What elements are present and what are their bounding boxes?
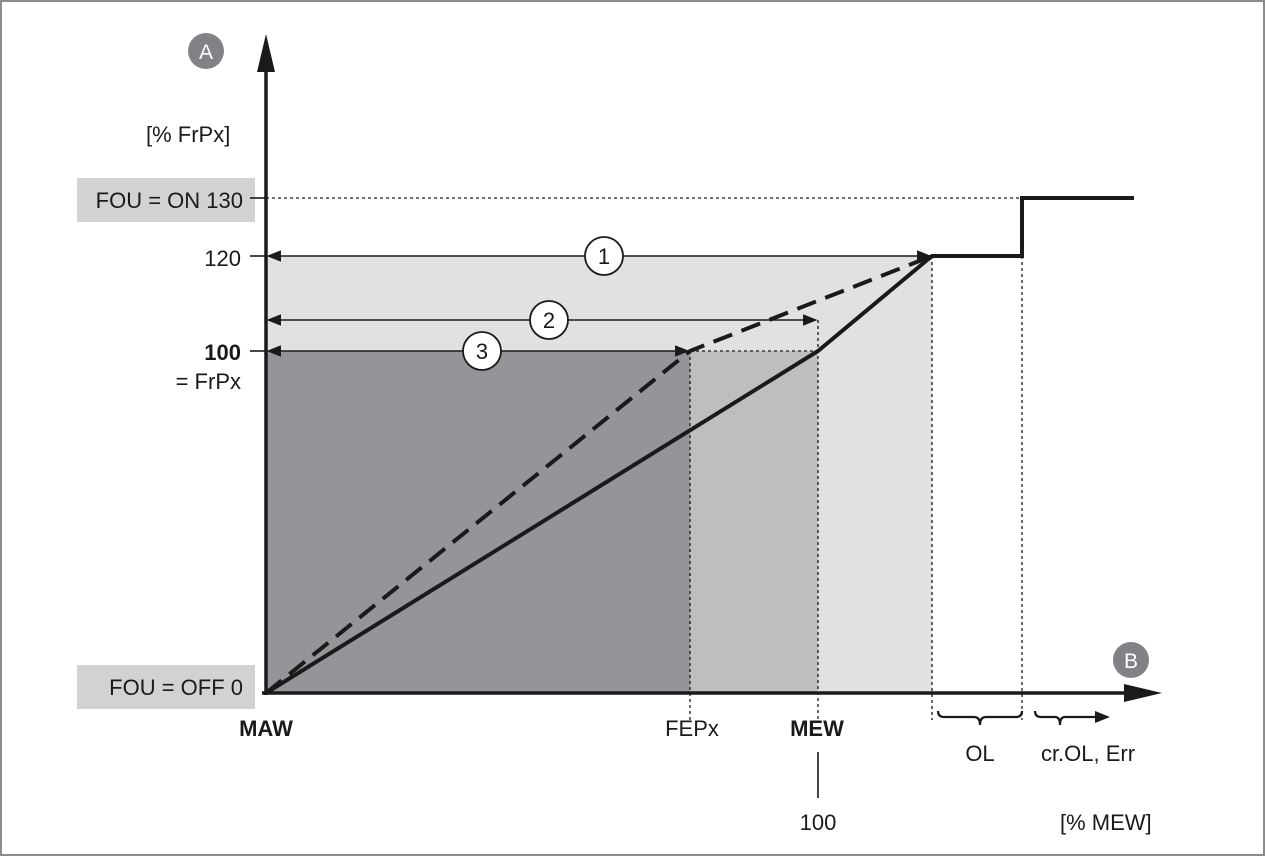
x-label-mew: MEW [790,716,844,741]
y-tick-label-120: 120 [204,246,241,271]
x-axis-arrowhead [1124,684,1162,702]
svg-text:A: A [199,41,213,64]
y-tick-label-100: 100 [204,340,241,365]
marker-1: 1 [584,236,624,276]
fou-on-label: FOU = ON 130 [96,188,243,213]
y-axis-unit: [% FrPx] [146,122,230,147]
x-label-mew-100: 100 [800,810,837,835]
marker-2: 2 [529,300,569,340]
badge-a: A [188,33,224,69]
y-tick-label-frpx: = FrPx [176,369,241,394]
marker-3: 3 [462,331,502,371]
dashed-curve [264,254,933,695]
crol-brace [1033,710,1095,726]
fou-off-label: FOU = OFF 0 [109,675,243,700]
svg-text:B: B [1124,650,1138,673]
solid-curve [264,196,1134,695]
svg-text:1: 1 [598,244,610,269]
y-axis-arrowhead [257,34,275,72]
x-label-maw: MAW [239,716,293,741]
svg-text:2: 2 [543,308,555,333]
svg-text:3: 3 [476,339,488,364]
x-axis-unit: [% MEW] [1060,810,1152,835]
x-label-fepx: FEPx [665,716,719,741]
crol-arrowhead [1095,711,1110,723]
fou-on-label-bg [77,178,255,222]
range-label-ol: OL [965,741,994,766]
ol-brace [936,710,1024,726]
fou-off-label-bg [77,665,255,709]
badge-b: B [1113,642,1149,678]
range-label-crol-err: cr.OL, Err [1041,741,1135,766]
